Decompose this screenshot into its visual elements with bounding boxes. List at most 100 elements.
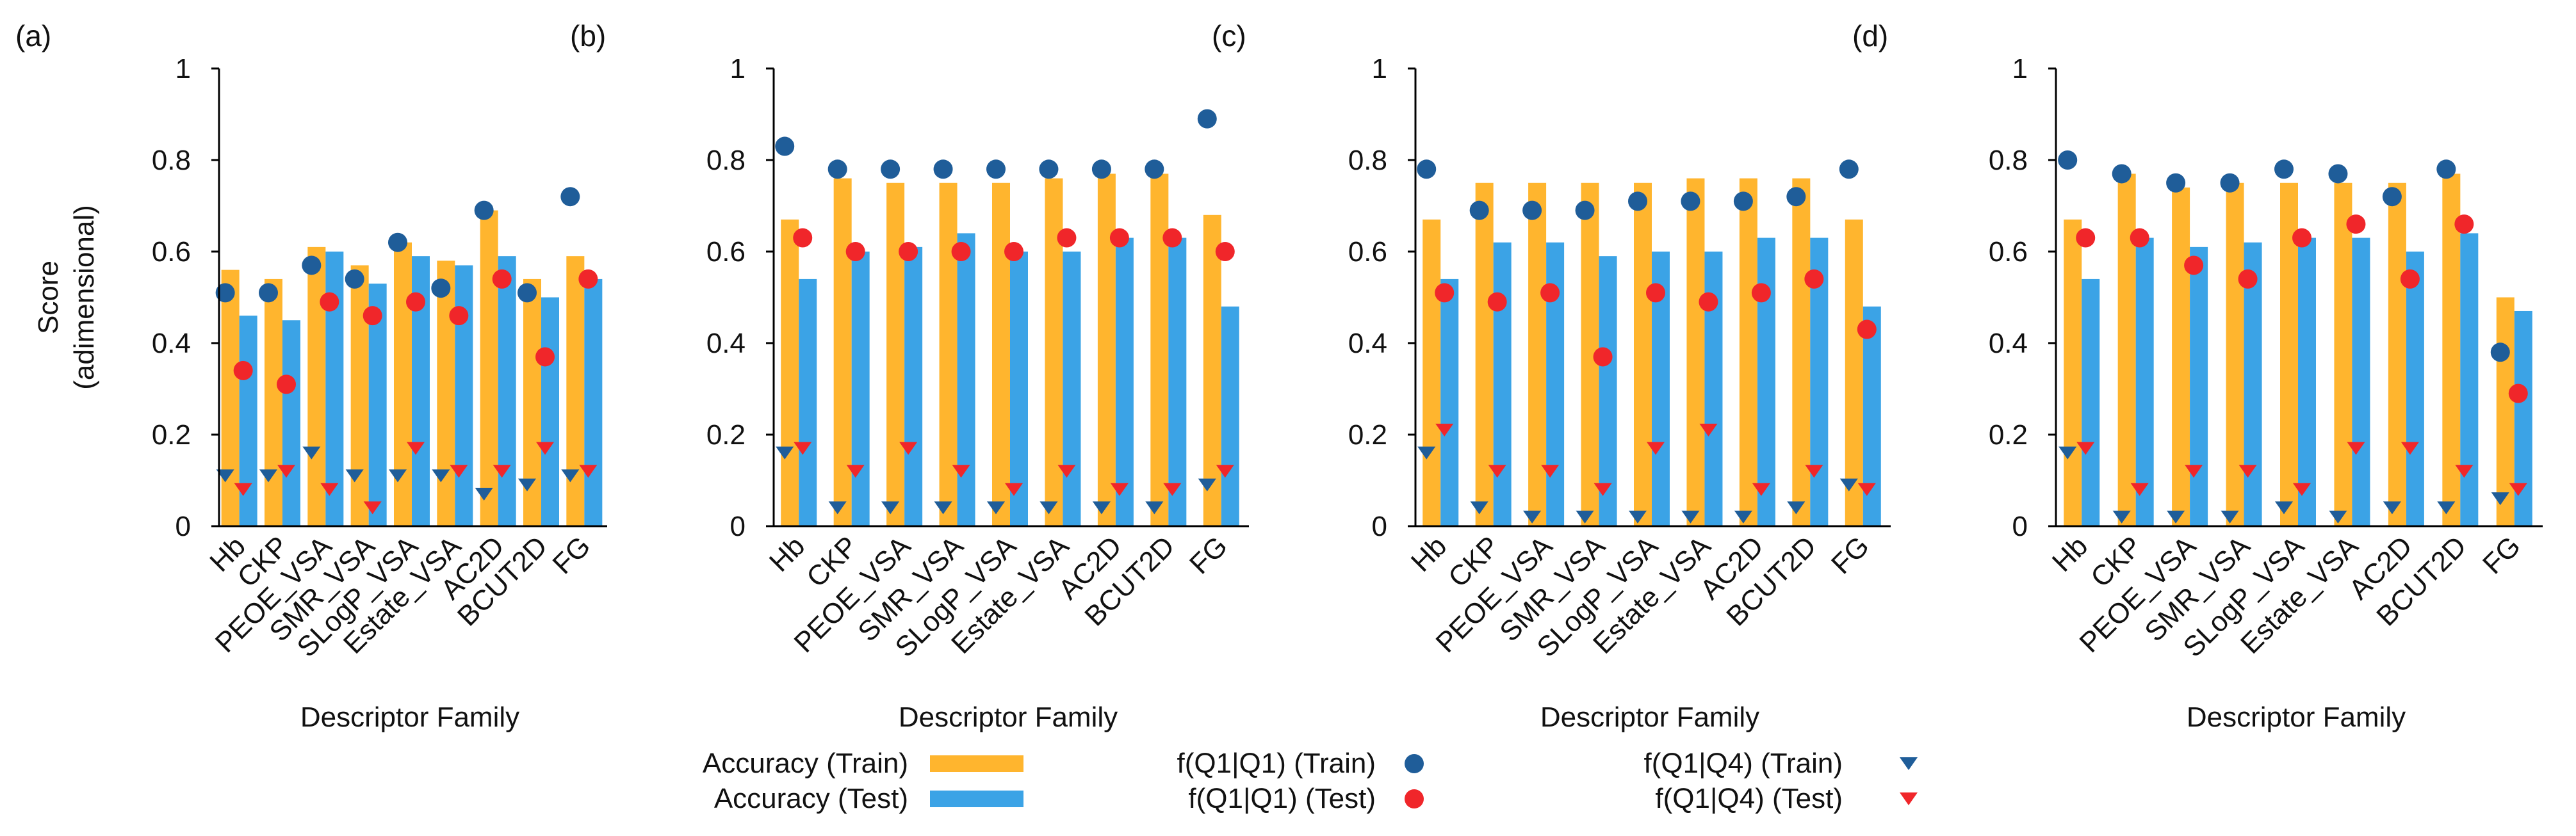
- bar-acc-test-ac2d: [2406, 252, 2424, 526]
- marker-f14-train-ckp: [828, 501, 847, 515]
- bar-acc-train-peoe-vsa: [886, 182, 905, 526]
- y-tick-label: 1: [2012, 53, 2028, 84]
- bar-acc-test-estate-vsa: [455, 265, 473, 526]
- marker-f14-train-smr-vsa: [345, 469, 364, 483]
- point-f11-test-smr-vsa: [1593, 347, 1613, 367]
- point-f11-train-hb: [775, 136, 795, 156]
- point-f11-test-ac2d: [1109, 228, 1129, 248]
- y-tick-label: 0.4: [706, 328, 746, 359]
- marker-f14-test-ckp: [2130, 483, 2149, 496]
- panel-label: (a): [15, 19, 51, 52]
- marker-f14-train-smr-vsa: [934, 501, 952, 515]
- point-f11-train-slogp-vsa: [2274, 159, 2294, 179]
- legend-swatch-f11-train: [1405, 754, 1424, 773]
- bar-acc-test-ckp: [2135, 237, 2154, 526]
- bar-acc-test-slogp-vsa: [1010, 252, 1028, 526]
- y-tick-label: 0.2: [152, 419, 191, 451]
- marker-f14-train-bcut2d: [2437, 501, 2456, 515]
- marker-f14-train-estate-vsa: [432, 469, 450, 483]
- bar-acc-train-ckp: [265, 278, 282, 526]
- point-f11-test-hb: [793, 228, 813, 248]
- bar-acc-train-ckp: [833, 178, 852, 527]
- y-tick-label: 0.6: [152, 236, 191, 268]
- bar-acc-train-peoe-vsa: [2172, 187, 2190, 526]
- marker-f14-train-bcut2d: [1787, 501, 1806, 515]
- point-f11-train-ac2d: [2382, 187, 2402, 207]
- point-f11-test-ac2d: [1751, 283, 1771, 303]
- point-f11-train-fg: [1197, 109, 1217, 129]
- bar-acc-test-estate-vsa: [2352, 237, 2370, 526]
- marker-f14-test-ac2d: [1110, 483, 1129, 496]
- bar-acc-train-fg: [1203, 214, 1221, 526]
- marker-f14-test-fg: [1216, 465, 1234, 478]
- y-axis-label: Score (adimensional): [33, 205, 100, 390]
- point-f11-train-peoe-vsa: [302, 255, 322, 275]
- marker-f14-train-ckp: [1470, 501, 1488, 515]
- marker-f14-test-estate-vsa: [2347, 442, 2365, 455]
- bar-acc-train-slogp-vsa: [992, 182, 1010, 526]
- point-f11-train-estate-vsa: [431, 278, 451, 298]
- bar-acc-test-smr-vsa: [2244, 242, 2262, 526]
- marker-f14-test-hb: [234, 483, 252, 496]
- y-tick-label: 0.4: [1348, 328, 1387, 359]
- point-f11-train-ac2d: [1091, 159, 1111, 179]
- bar-acc-test-bcut2d: [1168, 237, 1187, 526]
- legend-label-f14-train: f(Q1|Q4) (Train): [1644, 748, 1843, 779]
- marker-f14-test-fg: [1857, 483, 1876, 496]
- marker-f14-train-hb: [1417, 446, 1436, 460]
- legend-swatch-f11-test: [1405, 789, 1424, 808]
- bar-acc-test-fg: [584, 278, 603, 526]
- marker-f14-test-ckp: [277, 465, 295, 478]
- point-f11-train-estate-vsa: [1039, 159, 1059, 179]
- point-f11-test-fg: [2508, 383, 2528, 403]
- marker-f14-test-smr-vsa: [2238, 465, 2257, 478]
- marker-f14-test-smr-vsa: [1594, 483, 1612, 496]
- marker-f14-test-smr-vsa: [363, 501, 382, 515]
- bar-acc-test-estate-vsa: [1063, 252, 1081, 526]
- y-axis-label-line: (adimensional): [69, 205, 100, 390]
- bar-acc-train-estate-vsa: [2334, 182, 2352, 526]
- point-f11-test-hb: [2076, 228, 2096, 248]
- y-tick-label: 0.2: [1348, 419, 1387, 451]
- bar-acc-train-fg: [1845, 219, 1863, 526]
- point-f11-test-slogp-vsa: [406, 292, 425, 312]
- y-tick-label: 0.8: [706, 145, 746, 176]
- bar-acc-test-ckp: [282, 320, 300, 526]
- point-f11-test-ckp: [277, 374, 296, 394]
- marker-f14-test-bcut2d: [1805, 465, 1823, 478]
- x-axis-label: Descriptor Family: [899, 702, 1118, 733]
- point-f11-test-hb: [1435, 283, 1455, 303]
- marker-f14-test-estate-vsa: [450, 465, 468, 478]
- marker-f14-test-ckp: [846, 465, 865, 478]
- point-f11-test-fg: [1857, 319, 1877, 339]
- point-f11-train-peoe-vsa: [881, 159, 901, 179]
- point-f11-test-peoe-vsa: [320, 292, 339, 312]
- point-f11-train-slogp-vsa: [1628, 191, 1647, 211]
- marker-f14-test-ac2d: [1752, 483, 1770, 496]
- bar-acc-train-peoe-vsa: [307, 246, 326, 526]
- bar-acc-train-peoe-vsa: [1528, 182, 1547, 526]
- point-f11-test-fg: [1215, 242, 1235, 261]
- marker-f14-train-hb: [2058, 446, 2077, 460]
- point-f11-train-fg: [560, 187, 580, 207]
- legend-swatch-acc-train: [930, 755, 1023, 772]
- bar-acc-train-slogp-vsa: [1634, 182, 1652, 526]
- point-f11-test-fg: [578, 269, 598, 289]
- bar-acc-test-smr-vsa: [957, 233, 975, 526]
- marker-f14-train-estate-vsa: [2329, 510, 2347, 524]
- point-f11-train-ckp: [259, 283, 278, 303]
- point-f11-train-slogp-vsa: [388, 232, 407, 252]
- y-tick-label: 0: [730, 511, 746, 542]
- marker-f14-test-slogp-vsa: [1005, 483, 1023, 496]
- marker-f14-test-bcut2d: [536, 442, 554, 455]
- point-f11-train-bcut2d: [1786, 187, 1806, 207]
- y-tick-label: 0: [175, 511, 191, 542]
- marker-f14-train-peoe-vsa: [302, 446, 321, 460]
- point-f11-train-slogp-vsa: [986, 159, 1006, 179]
- bar-acc-train-hb: [2064, 219, 2082, 526]
- marker-f14-train-peoe-vsa: [881, 501, 900, 515]
- y-tick-label: 0.2: [1989, 419, 2028, 451]
- point-f11-test-slogp-vsa: [1646, 283, 1665, 303]
- chart-legend: Accuracy (Train) Accuracy (Test) f(Q1|Q1) …: [703, 748, 1918, 814]
